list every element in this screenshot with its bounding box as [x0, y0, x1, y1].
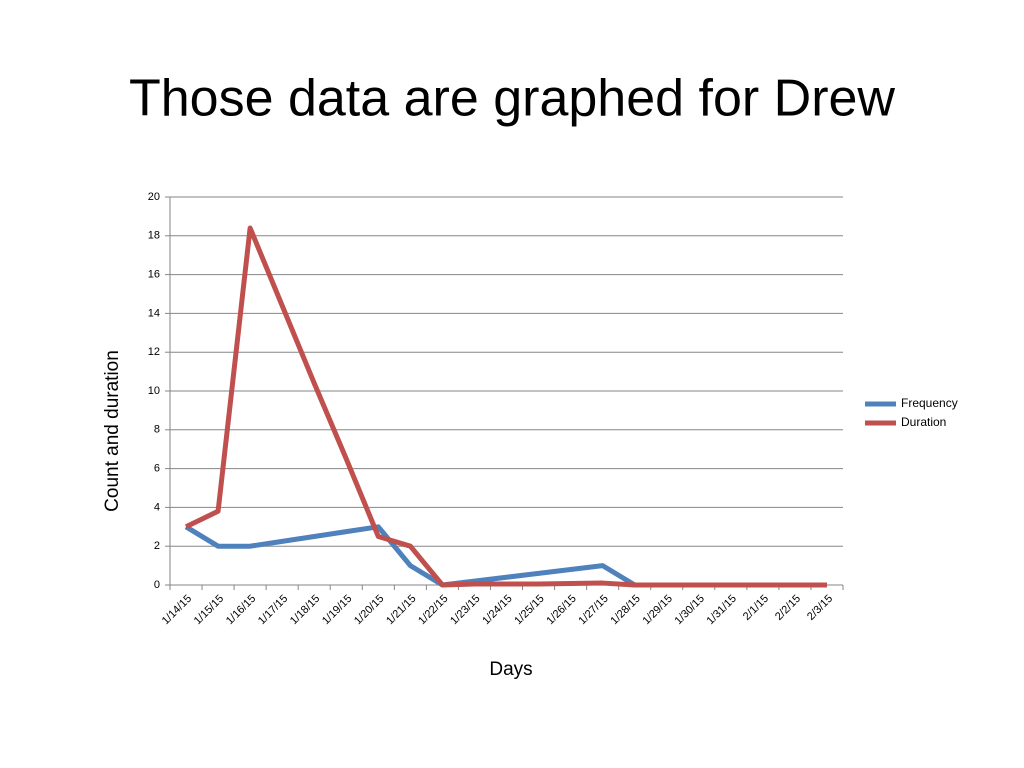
y-tick-label: 14	[148, 307, 160, 319]
y-tick-label: 18	[148, 230, 160, 242]
series-line	[184, 225, 827, 588]
y-tick-label: 16	[148, 269, 160, 281]
y-tick-label: 8	[154, 424, 160, 436]
y-tick-label: 0	[154, 579, 160, 591]
y-tick-label: 10	[148, 385, 160, 397]
slide-title: Those data are graphed for Drew	[129, 70, 895, 128]
legend-label: Duration	[901, 415, 946, 429]
y-tick-label: 6	[154, 463, 160, 475]
y-tick-label: 12	[148, 346, 160, 358]
y-tick-label: 4	[154, 501, 160, 513]
y-tick-label: 20	[148, 191, 160, 203]
y-tick-label: 2	[154, 540, 160, 552]
x-axis-label: Days	[489, 659, 532, 680]
y-axis-label: Count and duration	[102, 350, 123, 512]
legend-label: Frequency	[901, 396, 958, 410]
